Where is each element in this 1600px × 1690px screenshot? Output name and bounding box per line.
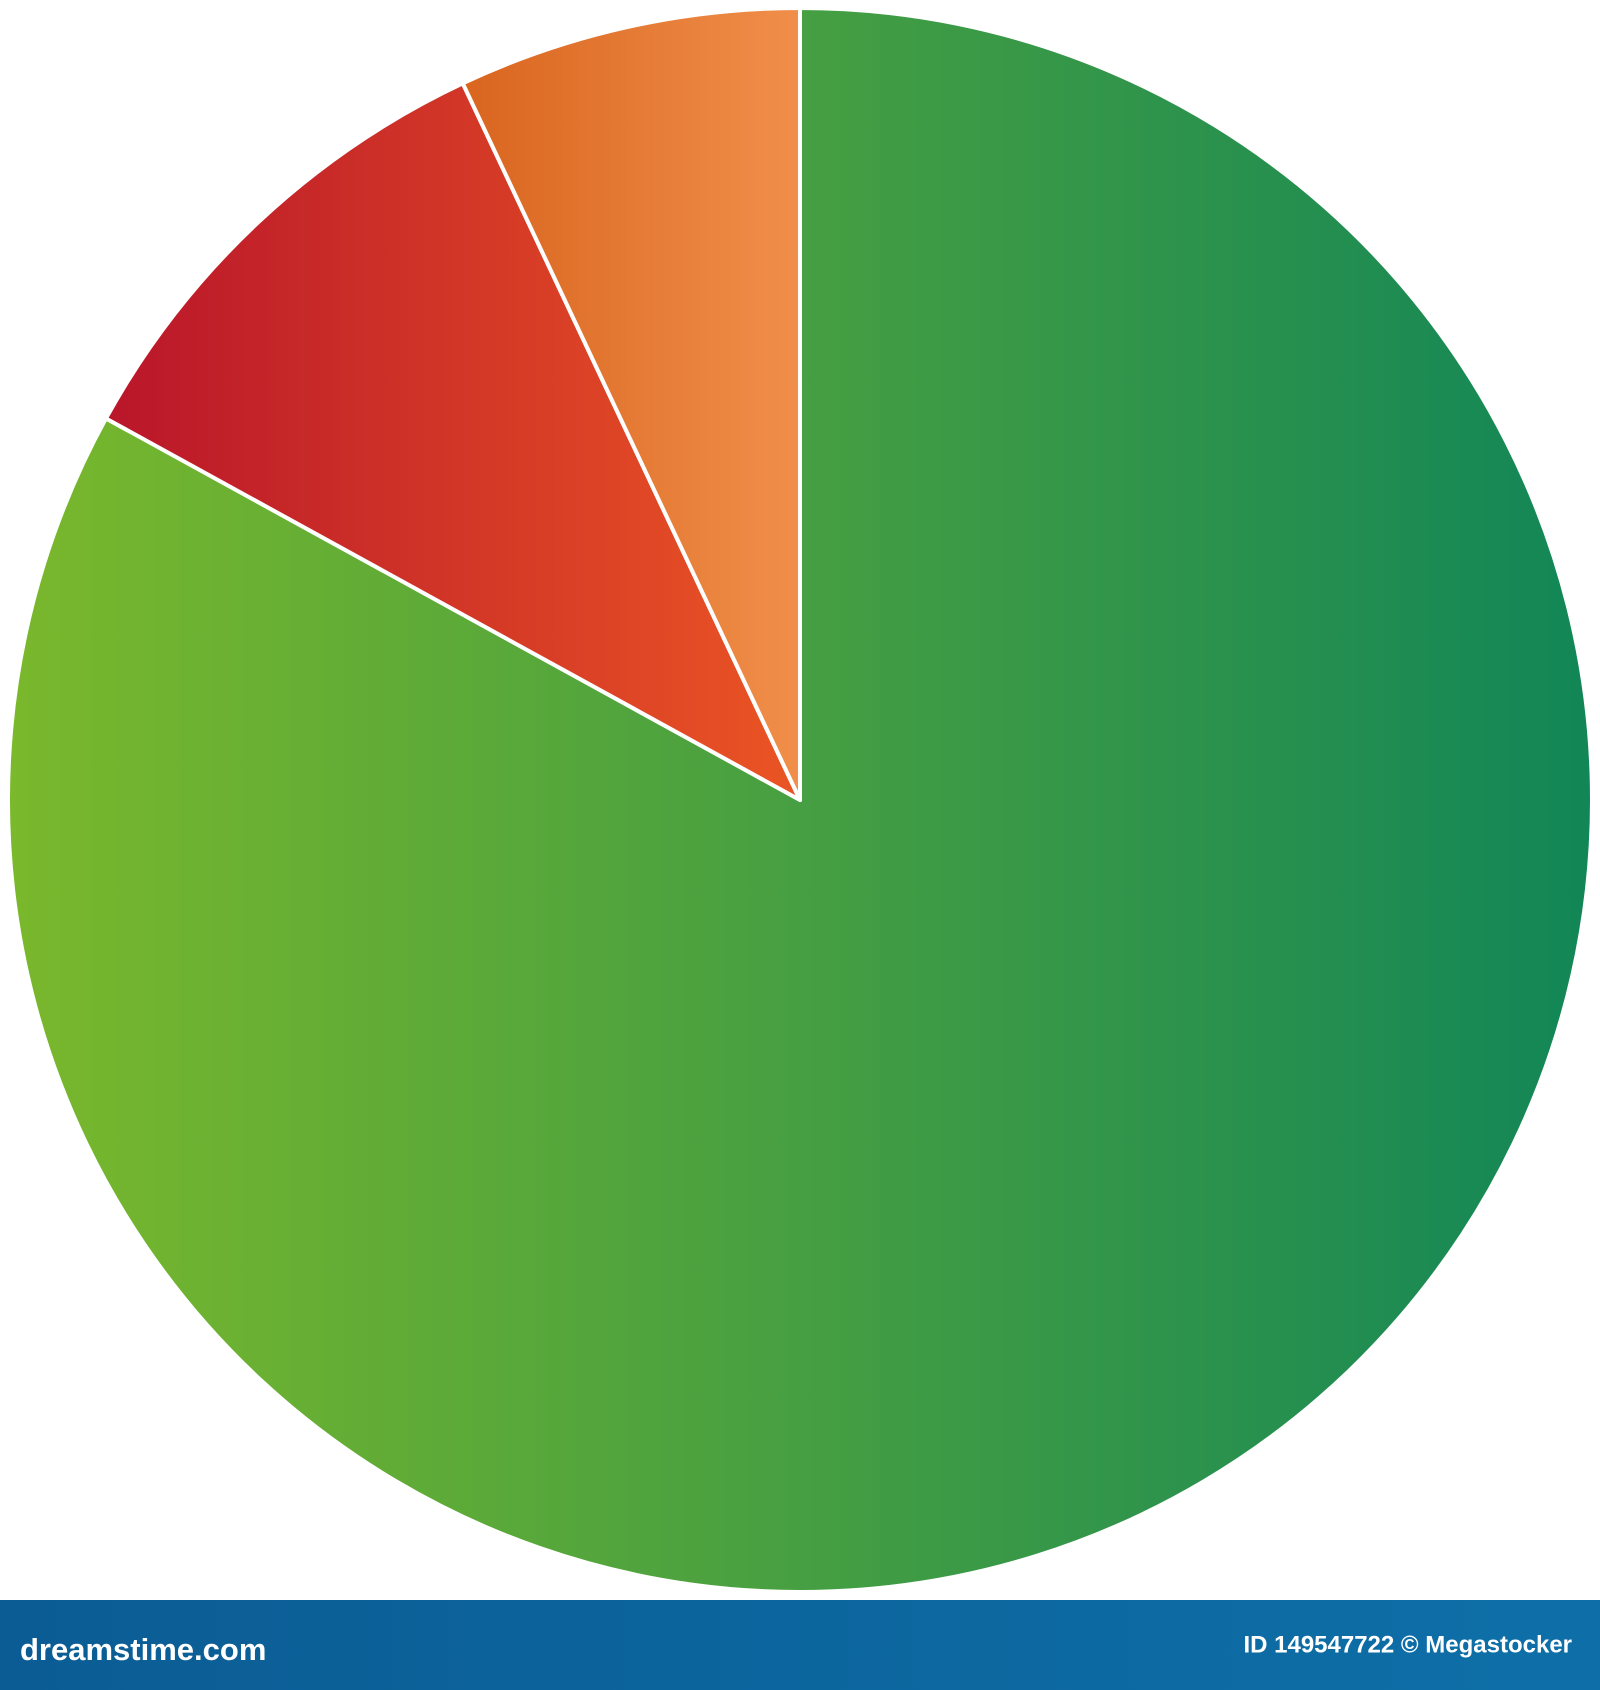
pie-slice <box>6 6 1594 1594</box>
footer-credit: ID 149547722 © Megastocker <box>1243 1631 1572 1658</box>
footer-site: dreamstime.com <box>20 1632 266 1667</box>
pie-slice <box>103 81 802 802</box>
footer-bar <box>0 1600 1600 1690</box>
pie <box>6 6 1594 1594</box>
pie-slice <box>460 6 802 802</box>
